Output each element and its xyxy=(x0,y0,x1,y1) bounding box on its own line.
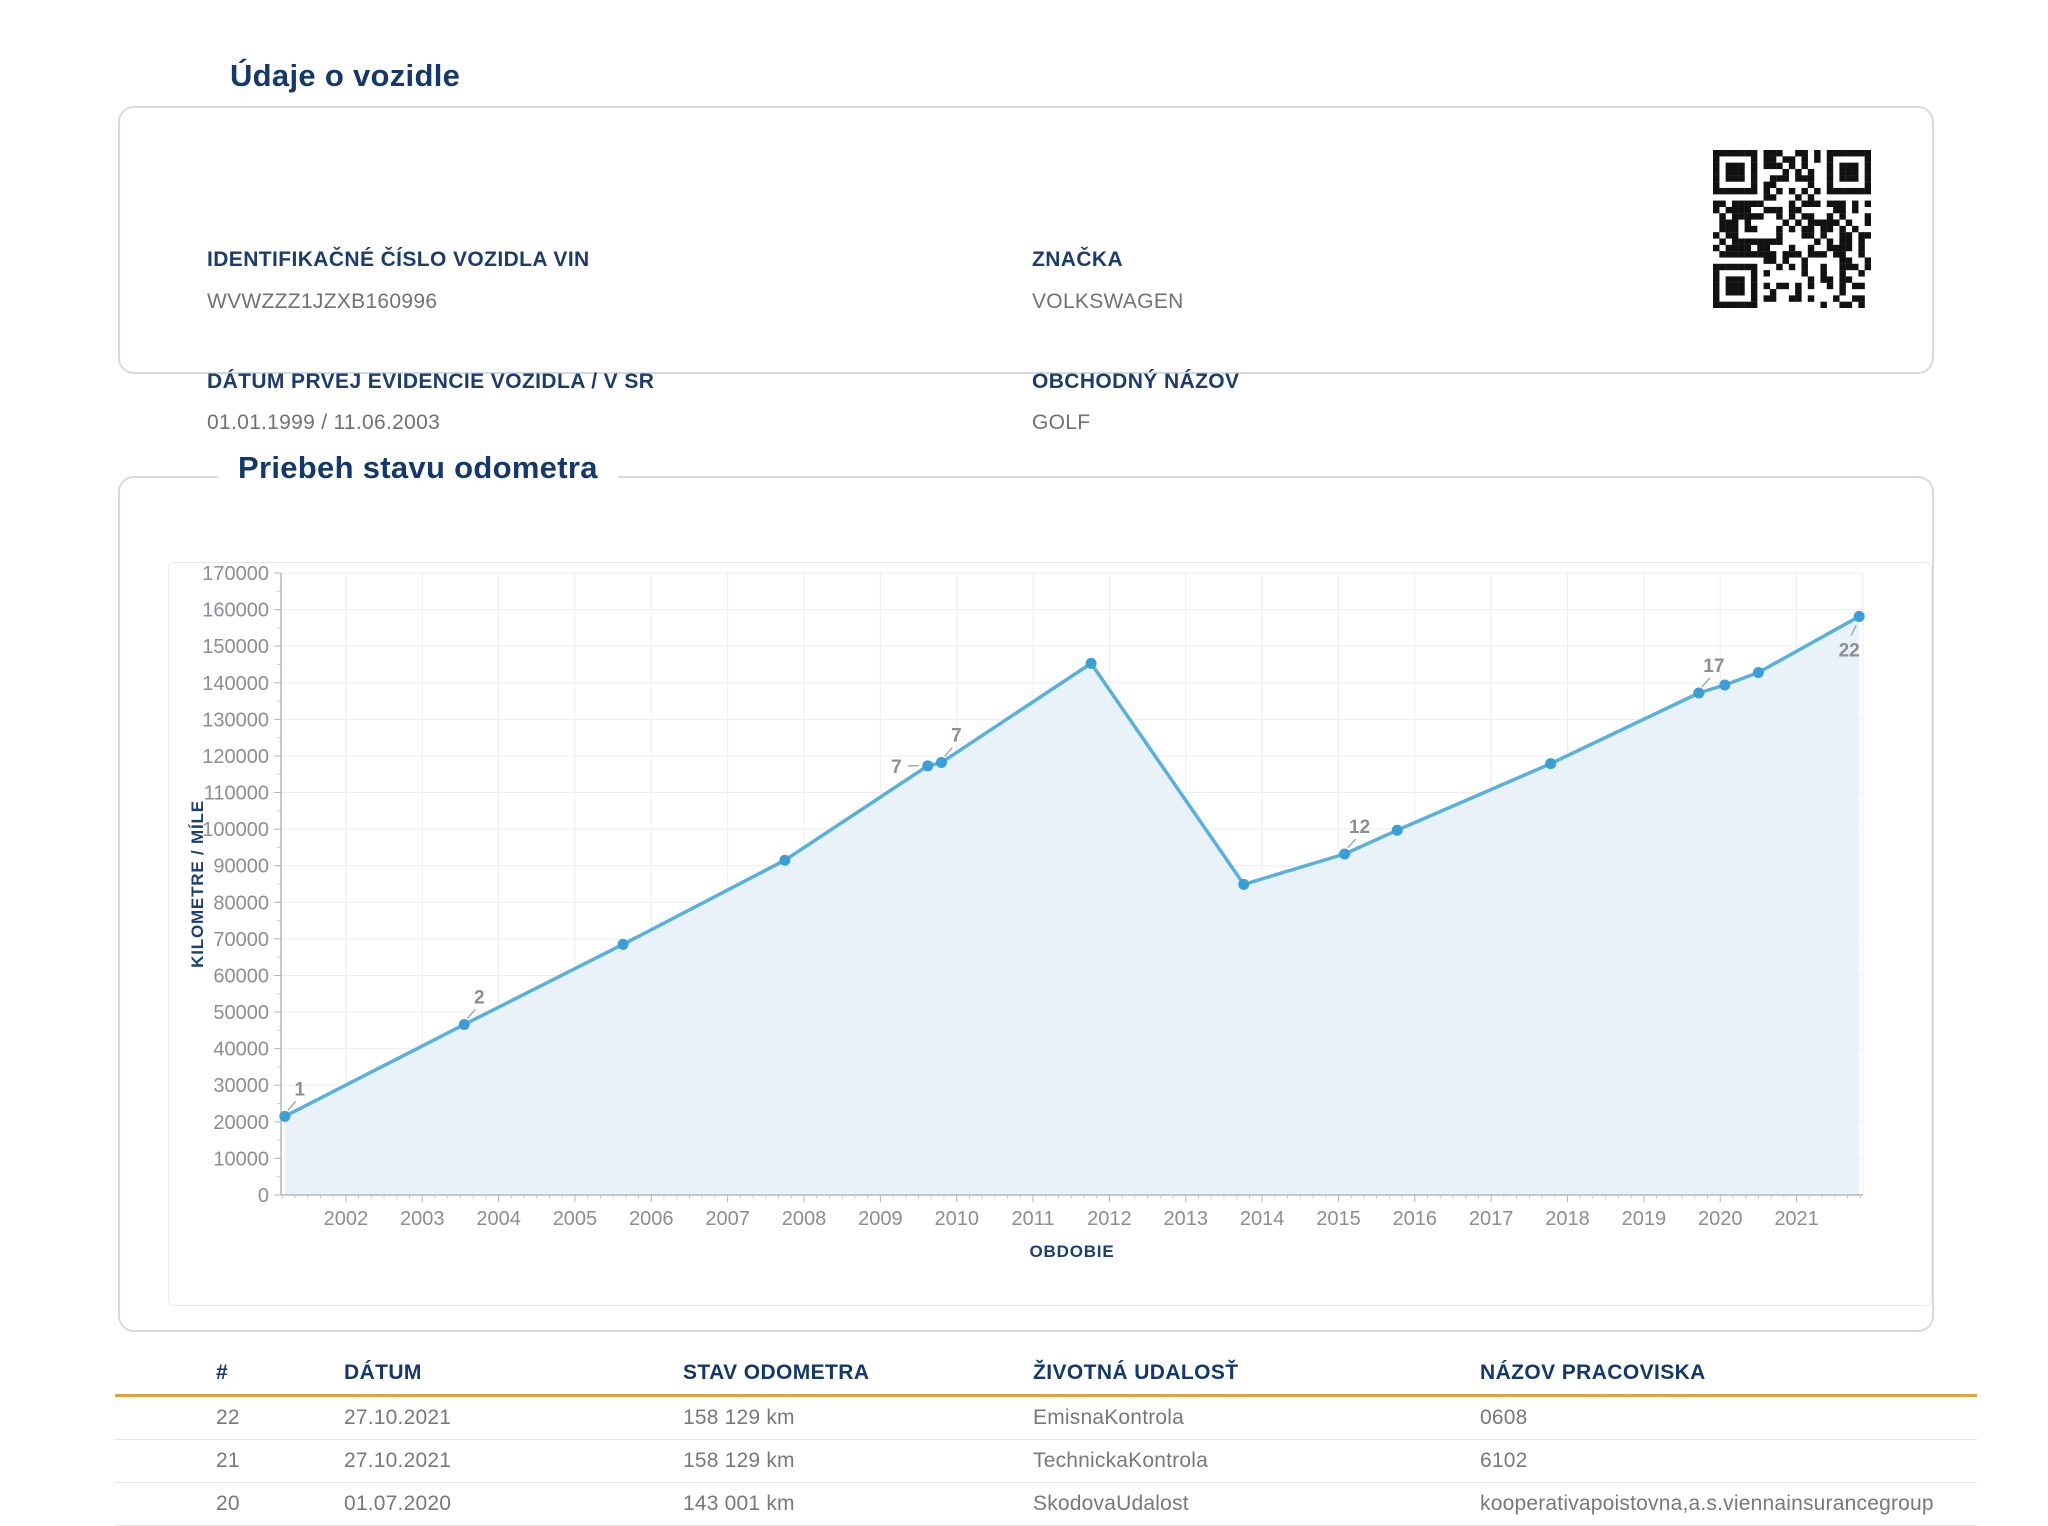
svg-text:90000: 90000 xyxy=(213,856,269,878)
svg-text:2008: 2008 xyxy=(782,1208,827,1230)
first-registration-value: 01.01.1999 / 11.06.2003 xyxy=(207,411,441,434)
table-cell: EmisnaKontrola xyxy=(1033,1406,1185,1429)
table-row: 22 27.10.2021 158 129 km EmisnaKontrola 0608 xyxy=(115,1397,1977,1440)
svg-text:130000: 130000 xyxy=(202,709,269,731)
model-value: GOLF xyxy=(1032,411,1091,434)
svg-text:2012: 2012 xyxy=(1087,1208,1132,1230)
col-header-date: DÁTUM xyxy=(344,1361,422,1384)
col-header-number: # xyxy=(216,1361,229,1384)
odometer-chart-canvas: 0 10000 20000 30000 40000 50000 60000 70000 8000… xyxy=(188,563,1865,1261)
svg-text:2019: 2019 xyxy=(1622,1208,1667,1230)
svg-text:22: 22 xyxy=(1839,640,1860,661)
table-cell: SkodovaUdalost xyxy=(1033,1492,1189,1515)
table-body: 22 27.10.2021 158 129 km EmisnaKontrola 0608… xyxy=(115,1397,1977,1526)
svg-text:2009: 2009 xyxy=(858,1208,903,1230)
table-row: 20 01.07.2020 143 001 km SkodovaUdalost koop… xyxy=(115,1483,1977,1526)
svg-text:30000: 30000 xyxy=(213,1075,269,1097)
table-cell: 158 129 km xyxy=(683,1406,795,1429)
y-axis-title: KILOMETRE / MÍLE xyxy=(188,800,207,968)
table-cell: TechnickaKontrola xyxy=(1033,1449,1208,1472)
svg-text:1: 1 xyxy=(295,1079,306,1100)
svg-text:2016: 2016 xyxy=(1393,1208,1438,1230)
svg-text:2006: 2006 xyxy=(629,1208,674,1230)
svg-text:7: 7 xyxy=(951,726,962,747)
table-cell: 143 001 km xyxy=(683,1492,795,1515)
table-cell: 27.10.2021 xyxy=(344,1449,452,1472)
odometer-chart: 0 10000 20000 30000 40000 50000 60000 70000 8000… xyxy=(168,562,1932,1306)
table-header-row: # DÁTUM STAV ODOMETRA ŽIVOTNÁ UDALOSŤ NÁ… xyxy=(115,1352,1977,1394)
svg-text:80000: 80000 xyxy=(213,892,269,914)
svg-text:0: 0 xyxy=(258,1185,269,1207)
odometer-card-title: Priebeh stavu odometra xyxy=(218,450,618,486)
qr-code-icon xyxy=(1713,150,1871,308)
svg-text:2010: 2010 xyxy=(934,1208,979,1230)
svg-text:2002: 2002 xyxy=(324,1208,369,1230)
svg-text:2011: 2011 xyxy=(1012,1208,1055,1230)
table-cell: 01.07.2020 xyxy=(344,1492,452,1515)
brand-label: ZNAČKA xyxy=(1032,248,1124,271)
svg-text:100000: 100000 xyxy=(202,819,269,841)
svg-text:150000: 150000 xyxy=(202,636,269,658)
svg-text:2020: 2020 xyxy=(1698,1208,1743,1230)
first-registration-label: DÁTUM PRVEJ EVIDENCIE VOZIDLA / V SR xyxy=(207,370,655,393)
odometer-events-table: # DÁTUM STAV ODOMETRA ŽIVOTNÁ UDALOSŤ NÁ… xyxy=(115,1352,1977,1526)
svg-text:140000: 140000 xyxy=(202,673,269,695)
table-header-underline xyxy=(115,1394,1977,1397)
vin-label: IDENTIFIKAČNÉ ČÍSLO VOZIDLA VIN xyxy=(207,248,590,271)
svg-text:2017: 2017 xyxy=(1469,1208,1514,1230)
svg-text:2003: 2003 xyxy=(400,1208,445,1230)
svg-text:2015: 2015 xyxy=(1316,1208,1361,1230)
svg-text:110000: 110000 xyxy=(204,783,269,805)
svg-text:2021: 2021 xyxy=(1774,1208,1819,1230)
svg-text:2013: 2013 xyxy=(1164,1208,1209,1230)
svg-text:120000: 120000 xyxy=(202,746,269,768)
svg-text:2018: 2018 xyxy=(1545,1208,1590,1230)
vin-value: WVWZZZ1JZXB160996 xyxy=(207,290,438,313)
table-cell: 22 xyxy=(216,1406,240,1429)
table-cell: 6102 xyxy=(1480,1449,1528,1472)
table-cell: 20 xyxy=(216,1492,240,1515)
table-cell: 21 xyxy=(216,1449,240,1472)
svg-text:10000: 10000 xyxy=(213,1148,269,1170)
model-label: OBCHODNÝ NÁZOV xyxy=(1032,370,1240,393)
svg-text:7: 7 xyxy=(891,757,902,778)
col-header-odometer: STAV ODOMETRA xyxy=(683,1361,870,1384)
svg-text:2014: 2014 xyxy=(1240,1208,1285,1230)
svg-text:2004: 2004 xyxy=(476,1208,520,1230)
x-axis-title: OBDOBIE xyxy=(1030,1242,1115,1261)
table-cell: 27.10.2021 xyxy=(344,1406,452,1429)
col-header-life-event: ŽIVOTNÁ UDALOSŤ xyxy=(1033,1361,1239,1384)
table-cell: kooperativapoistovna,a.s.viennainsurance… xyxy=(1480,1492,1934,1515)
svg-text:2: 2 xyxy=(474,987,485,1008)
svg-text:40000: 40000 xyxy=(213,1039,269,1061)
svg-text:12: 12 xyxy=(1349,817,1370,838)
svg-text:17: 17 xyxy=(1703,656,1724,677)
table-cell: 158 129 km xyxy=(683,1449,795,1472)
col-header-workplace: NÁZOV PRACOVISKA xyxy=(1480,1361,1706,1384)
vehicle-card: IDENTIFIKAČNÉ ČÍSLO VOZIDLA VIN WVWZZZ1J… xyxy=(118,106,1934,434)
svg-text:60000: 60000 xyxy=(213,965,269,987)
svg-text:160000: 160000 xyxy=(202,600,269,622)
svg-text:20000: 20000 xyxy=(213,1112,269,1134)
svg-text:2005: 2005 xyxy=(553,1208,598,1230)
brand-value: VOLKSWAGEN xyxy=(1032,290,1184,313)
svg-text:70000: 70000 xyxy=(213,929,269,951)
vehicle-card-title: Údaje o vozidle xyxy=(210,58,481,94)
svg-text:2007: 2007 xyxy=(705,1208,750,1230)
table-row: 21 27.10.2021 158 129 km TechnickaKontrola 6… xyxy=(115,1440,1977,1483)
svg-text:50000: 50000 xyxy=(213,1002,269,1024)
table-cell: 0608 xyxy=(1480,1406,1528,1429)
svg-text:170000: 170000 xyxy=(202,563,269,585)
